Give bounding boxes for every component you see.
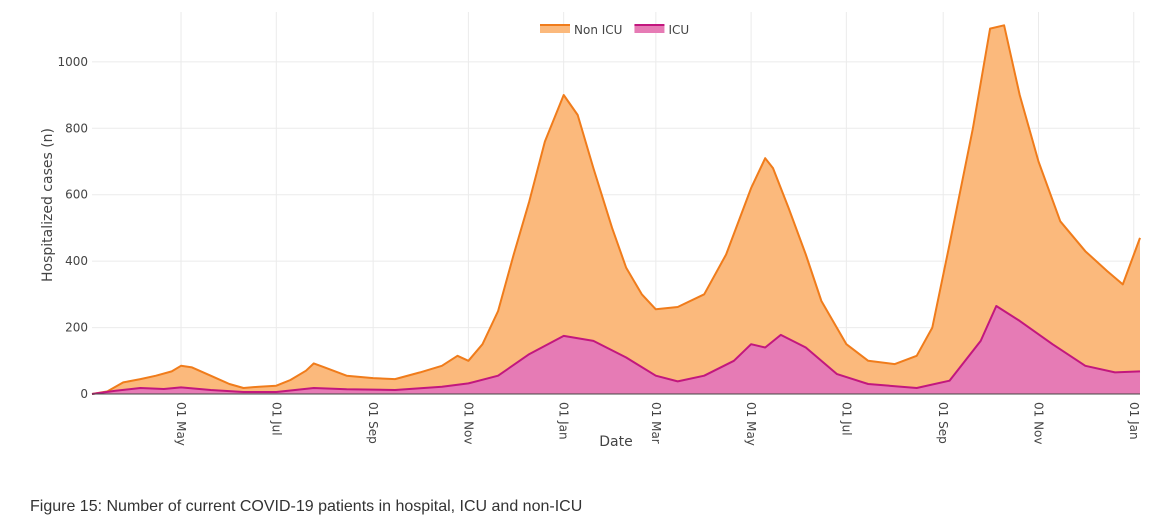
x-tick-label: 01 Jul bbox=[839, 402, 853, 436]
y-axis-title: Hospitalized cases (n) bbox=[40, 128, 56, 282]
x-axis-ticks: 01 May 01 Jul 01 Sep 01 Nov 01 Jan 01 Mar 01 M… bbox=[174, 402, 1141, 446]
x-tick-label: 01 Nov bbox=[461, 402, 475, 445]
x-tick-label: 01 Sep bbox=[936, 402, 950, 444]
x-tick-label: 01 Nov bbox=[1032, 402, 1046, 445]
line-icu bbox=[91, 305, 1141, 395]
y-tick-label: 400 bbox=[65, 254, 88, 268]
area-icu bbox=[92, 306, 1140, 394]
hospitalization-area-chart: 0 200 400 600 800 1000 01 May 01 Jul 01 Sep 01 N… bbox=[40, 12, 1141, 450]
x-axis-title: Date bbox=[599, 434, 632, 450]
x-tick-label: 01 Mar bbox=[649, 402, 663, 444]
figure-caption: Figure 15: Number of current COVID-19 pa… bbox=[30, 498, 583, 515]
x-tick-label: 01 Jan bbox=[557, 402, 571, 440]
x-tick-label: 01 Jul bbox=[269, 402, 283, 436]
y-axis-ticks: 0 200 400 600 800 1000 bbox=[57, 55, 88, 401]
y-tick-label: 800 bbox=[65, 121, 88, 135]
x-tick-label: 01 Sep bbox=[366, 402, 380, 444]
x-tick-label: 01 May bbox=[744, 402, 758, 446]
y-tick-label: 1000 bbox=[57, 55, 88, 69]
line-non-icu bbox=[91, 24, 1141, 395]
x-tick-label: 01 Jan bbox=[1127, 402, 1141, 440]
y-tick-label: 600 bbox=[65, 188, 88, 202]
legend-swatch-icu bbox=[634, 25, 665, 33]
x-tick-label: 01 May bbox=[174, 402, 188, 446]
legend-label-non-icu: Non ICU bbox=[574, 23, 622, 37]
y-tick-label: 200 bbox=[65, 321, 88, 335]
legend: Non ICU ICU bbox=[540, 23, 689, 37]
legend-label-icu: ICU bbox=[668, 23, 689, 37]
area-series bbox=[91, 24, 1141, 395]
legend-swatch-non-icu bbox=[540, 25, 570, 33]
y-tick-label: 0 bbox=[80, 387, 88, 401]
